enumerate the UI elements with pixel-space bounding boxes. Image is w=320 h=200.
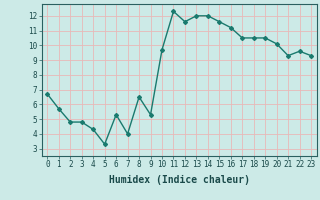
X-axis label: Humidex (Indice chaleur): Humidex (Indice chaleur) <box>109 175 250 185</box>
